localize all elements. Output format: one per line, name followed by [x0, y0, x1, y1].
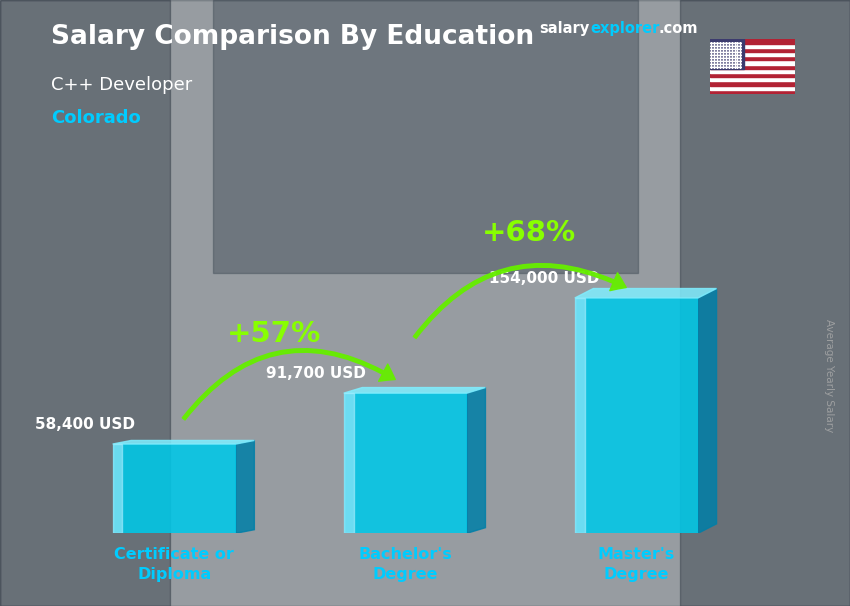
Bar	[710, 81, 795, 85]
Bar	[575, 298, 698, 533]
Bar	[343, 393, 354, 533]
Polygon shape	[343, 388, 485, 393]
Polygon shape	[112, 441, 254, 444]
Bar	[343, 393, 467, 533]
Polygon shape	[575, 288, 717, 298]
Bar	[710, 73, 795, 77]
FancyArrowPatch shape	[182, 348, 395, 420]
Text: +68%: +68%	[482, 219, 575, 247]
Bar	[710, 56, 795, 61]
Text: salary: salary	[540, 21, 590, 36]
Bar	[710, 65, 795, 68]
Polygon shape	[467, 388, 485, 533]
Text: Salary Comparison By Education: Salary Comparison By Education	[51, 24, 534, 50]
Bar	[710, 68, 795, 73]
Bar	[710, 39, 795, 44]
Text: +57%: +57%	[227, 320, 321, 348]
Bar	[710, 77, 795, 81]
Bar	[680, 0, 850, 606]
Bar	[710, 39, 744, 68]
Text: explorer: explorer	[591, 21, 660, 36]
Bar	[575, 298, 585, 533]
Bar	[710, 61, 795, 65]
Text: 58,400 USD: 58,400 USD	[35, 417, 135, 432]
Bar	[710, 48, 795, 52]
Text: Average Yearly Salary: Average Yearly Salary	[824, 319, 834, 432]
Text: .com: .com	[659, 21, 698, 36]
Bar	[112, 444, 122, 533]
Text: 91,700 USD: 91,700 USD	[266, 366, 366, 381]
FancyArrowPatch shape	[413, 264, 626, 339]
Bar	[710, 52, 795, 56]
Polygon shape	[235, 441, 254, 533]
Bar	[112, 444, 235, 533]
Bar	[212, 0, 638, 273]
Bar	[0, 0, 170, 606]
Text: 154,000 USD: 154,000 USD	[489, 271, 599, 285]
Bar	[710, 85, 795, 90]
Text: Colorado: Colorado	[51, 109, 141, 127]
Bar	[710, 44, 795, 48]
Text: C++ Developer: C++ Developer	[51, 76, 192, 94]
Polygon shape	[698, 288, 717, 533]
Bar	[710, 90, 795, 94]
